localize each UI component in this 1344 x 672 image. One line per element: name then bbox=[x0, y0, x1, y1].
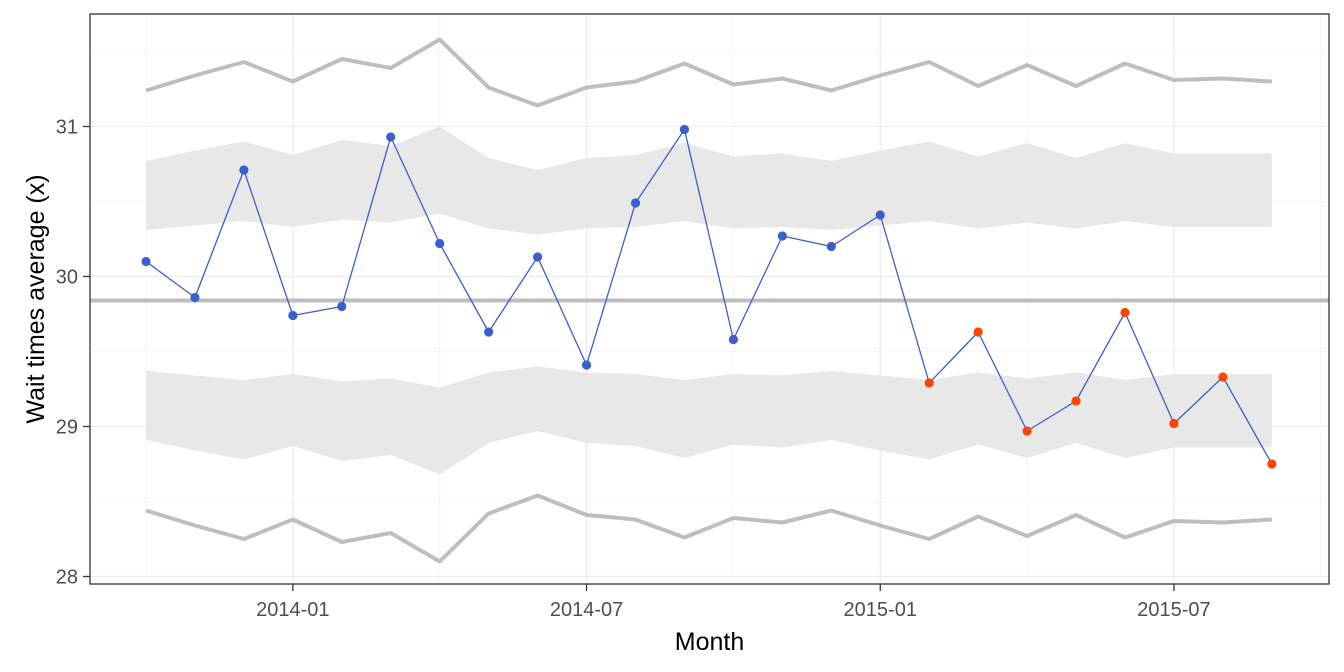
lower-control-limit bbox=[145, 493, 1272, 564]
y-tick-label: 30 bbox=[56, 267, 78, 289]
y-axis: 28 29 30 31 bbox=[56, 117, 90, 589]
x-axis-title: Month bbox=[675, 628, 744, 656]
data-point bbox=[337, 301, 347, 312]
control-limits bbox=[145, 37, 1272, 564]
data-point bbox=[386, 132, 396, 142]
data-point bbox=[190, 292, 200, 303]
data-point bbox=[826, 241, 836, 252]
signal-point bbox=[924, 378, 934, 388]
x-tick-label: 2015-07 bbox=[1137, 599, 1210, 621]
signal-point bbox=[1267, 459, 1277, 469]
data-point bbox=[141, 256, 151, 267]
series-line bbox=[145, 128, 1273, 465]
lower-sigma-band bbox=[146, 366, 1272, 475]
data-point bbox=[581, 360, 592, 370]
upper-sigma-band bbox=[146, 126, 1272, 235]
data-point bbox=[533, 252, 543, 262]
y-axis-title: Wait times average (x) bbox=[22, 174, 50, 423]
y-tick-label: 29 bbox=[56, 417, 78, 439]
y-tick-label: 31 bbox=[56, 117, 78, 139]
data-series bbox=[145, 128, 1273, 465]
data-point bbox=[777, 231, 787, 241]
y-tick-label: 28 bbox=[56, 567, 78, 589]
signal-point bbox=[1022, 426, 1032, 436]
data-point bbox=[435, 238, 445, 249]
x-tick-label: 2015-01 bbox=[844, 599, 917, 621]
x-tick-label: 2014-07 bbox=[550, 599, 623, 621]
data-point bbox=[728, 334, 739, 345]
data-point bbox=[630, 198, 641, 208]
data-point bbox=[288, 310, 298, 321]
data-points bbox=[141, 124, 1277, 469]
signal-point bbox=[1218, 372, 1228, 382]
signal-point bbox=[1071, 396, 1081, 406]
signal-point bbox=[1169, 418, 1179, 429]
signal-point bbox=[1120, 307, 1130, 318]
data-point bbox=[239, 165, 249, 175]
data-point bbox=[484, 327, 494, 337]
sigma-bands bbox=[146, 126, 1272, 475]
data-point bbox=[875, 210, 885, 220]
data-point bbox=[679, 124, 690, 135]
panel-border bbox=[89, 13, 1330, 585]
signal-point bbox=[973, 327, 983, 337]
upper-control-limit bbox=[145, 37, 1272, 108]
x-tick-label: 2014-01 bbox=[256, 599, 329, 621]
x-axis: 2014-01 2014-07 2015-01 2015-07 bbox=[256, 584, 1211, 621]
